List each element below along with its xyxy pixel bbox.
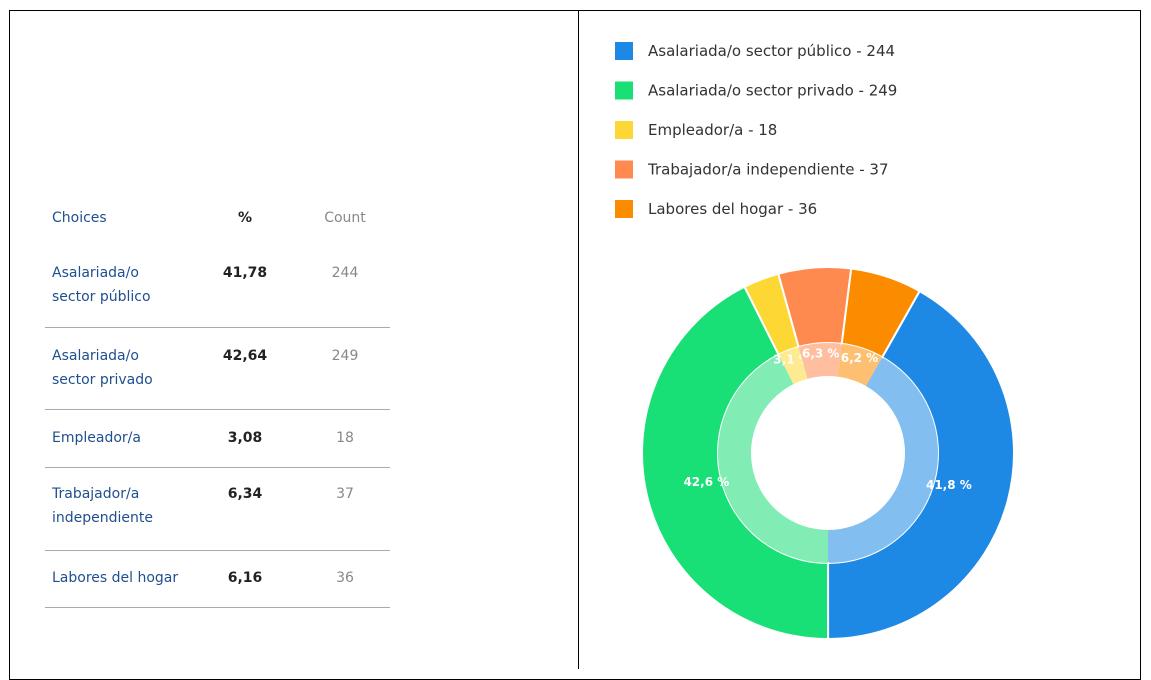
choice-label: Trabajador/a (52, 486, 140, 502)
donut-inner-ring (837, 343, 883, 386)
legend-label: Labores del hogar - 36 (648, 200, 817, 218)
legend-swatch (615, 160, 633, 179)
legend-swatch (615, 121, 633, 139)
legend-label: Asalariada/o sector público - 244 (648, 42, 895, 60)
choice-label: sector público (52, 289, 151, 305)
legend-label: Empleador/a - 18 (648, 121, 777, 139)
choice-label: Empleador/a (52, 430, 141, 446)
count: 249 (331, 348, 359, 364)
donut-inner-ring (778, 347, 808, 385)
row-separator (45, 327, 390, 328)
count: 37 (336, 486, 354, 502)
header-percent: % (237, 210, 253, 226)
donut-inner-ring (828, 357, 939, 563)
count: 244 (331, 265, 359, 281)
legend-swatch (615, 42, 633, 60)
legend-swatch (615, 200, 633, 218)
row-separator (45, 467, 390, 468)
row-separator (45, 409, 390, 410)
row-separator (45, 607, 390, 608)
choice-label: sector privado (52, 372, 153, 388)
count: 18 (336, 430, 354, 446)
header-count: Count (324, 210, 366, 226)
count: 36 (336, 570, 354, 586)
choice-label: independiente (52, 510, 154, 526)
choice-label: Labores del hogar (52, 570, 179, 586)
header-choices: Choices (52, 210, 107, 226)
choice-label: Asalariada/o (52, 348, 139, 364)
donut-inner-ring (718, 354, 829, 563)
slice-label: 42,6 % (683, 475, 729, 489)
percent: 41,78 (222, 265, 268, 281)
divider (578, 10, 579, 669)
legend-label: Trabajador/a independiente - 37 (647, 161, 889, 179)
legend-label: Asalariada/o sector privado - 249 (648, 82, 897, 100)
row-separator (45, 550, 390, 551)
legend-swatch (615, 81, 633, 100)
percent: 3,08 (227, 430, 263, 446)
choice-label: Asalariada/o (52, 265, 139, 281)
donut-inner-ring (798, 343, 842, 379)
percent: 6,34 (227, 486, 263, 502)
slice-label: 6,3 % (802, 346, 839, 360)
percent: 6,16 (227, 570, 263, 586)
slice-label: 6,2 % (841, 351, 878, 365)
percent: 42,64 (222, 348, 268, 364)
slice-label: 41,8 % (926, 478, 972, 492)
